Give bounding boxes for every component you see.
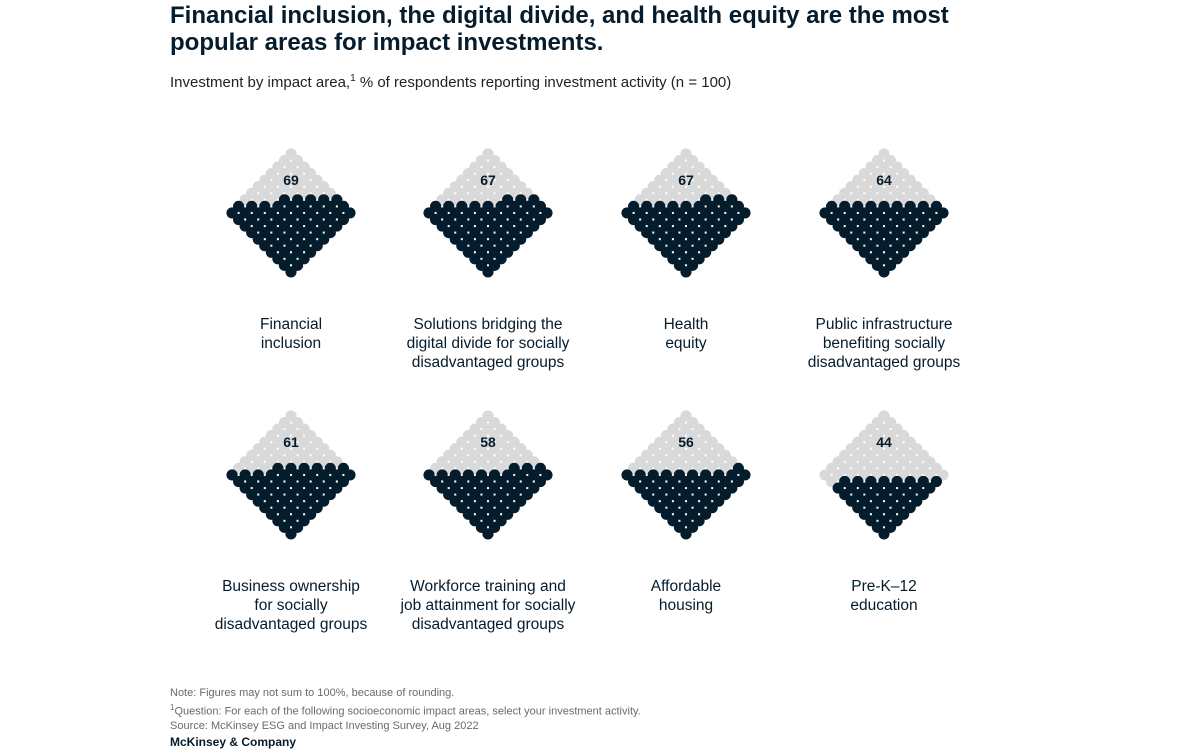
category-label-line: housing	[658, 597, 714, 614]
value-label: 67	[480, 172, 496, 188]
category-label-line: digital divide for socially	[406, 335, 570, 352]
dot-diamond	[819, 148, 949, 278]
category-label: Workforce training and job attainment for…	[388, 577, 588, 634]
category-label-line: Financial	[259, 316, 323, 333]
category-label: Health equity	[586, 315, 786, 353]
footer-notes: Note: Figures may not sum to 100%, becau…	[170, 686, 641, 733]
value-label: 61	[283, 434, 299, 450]
subtitle-footnote-ref: 1	[350, 73, 356, 84]
category-label: Business ownership for socially disadvanta…	[191, 577, 391, 634]
data-dot	[680, 528, 692, 540]
dot-diamond	[621, 410, 751, 540]
data-dot	[482, 266, 494, 278]
value-label: 64	[876, 172, 892, 188]
dot-diamond	[819, 410, 949, 540]
subtitle-suffix: % of respondents reporting investment ac…	[355, 74, 732, 91]
category-label-line: education	[850, 597, 918, 614]
category-label-line: Solutions bridging the	[413, 316, 563, 333]
data-dot	[285, 528, 297, 540]
category-label-line: disadvantaged groups	[411, 616, 565, 633]
value-label: 69	[283, 172, 299, 188]
category-label-line: Pre-K–12	[851, 578, 917, 595]
category-label-line: Affordable	[650, 578, 722, 595]
category-label-line: Workforce training and	[410, 578, 566, 595]
value-label: 56	[678, 434, 694, 450]
category-label: Public infrastructure benefiting socially…	[784, 315, 984, 372]
value-label: 44	[876, 434, 892, 450]
category-label-line: Health	[663, 316, 709, 333]
data-dot	[482, 528, 494, 540]
data-dot	[878, 528, 890, 540]
dot-diamond	[226, 410, 356, 540]
footer-source: Source: McKinsey ESG and Impact Investin…	[170, 719, 479, 732]
category-label: Financial inclusion	[191, 315, 391, 353]
category-label-line: inclusion	[260, 335, 322, 352]
category-label-line: Business ownership	[222, 578, 360, 595]
category-label-line: for socially	[254, 597, 328, 614]
question-text: Question: For each of the following soci…	[174, 705, 641, 718]
dot-diamond	[423, 148, 553, 278]
data-dot	[680, 266, 692, 278]
value-label: 67	[678, 172, 694, 188]
dot-diamond	[621, 148, 751, 278]
footer-question: 1Question: For each of the following soc…	[170, 701, 641, 719]
footer-note: Note: Figures may not sum to 100%, becau…	[170, 687, 455, 699]
category-label-line: Public infrastructure	[815, 316, 953, 333]
subtitle-prefix: Investment by impact area,	[170, 74, 351, 91]
dot-diamond	[226, 148, 356, 278]
brand-logo-text: McKinsey & Company	[170, 735, 297, 749]
category-label-line: job attainment for socially	[400, 597, 576, 614]
data-dot	[878, 266, 890, 278]
data-dot	[285, 266, 297, 278]
category-label: Solutions bridging the digital divide for…	[388, 315, 588, 372]
category-label: Affordable housing	[586, 577, 786, 615]
chart-subtitle: Investment by impact area,1 % of respond…	[170, 73, 731, 91]
category-label-line: disadvantaged groups	[807, 354, 961, 371]
question-footnote-ref: 1	[170, 702, 175, 712]
category-label-line: disadvantaged groups	[214, 616, 368, 633]
dot-matrix-chart: 69 67 67 64 61 58 56 44	[226, 148, 949, 540]
category-label-line: disadvantaged groups	[411, 354, 565, 371]
category-label-line: benefiting socially	[822, 335, 946, 352]
category-label-line: equity	[665, 335, 707, 352]
category-label: Pre-K–12 education	[784, 577, 984, 615]
value-label: 58	[480, 434, 496, 450]
chart-title: Financial inclusion, the digital divide,…	[170, 2, 949, 56]
dot-diamond	[423, 410, 553, 540]
